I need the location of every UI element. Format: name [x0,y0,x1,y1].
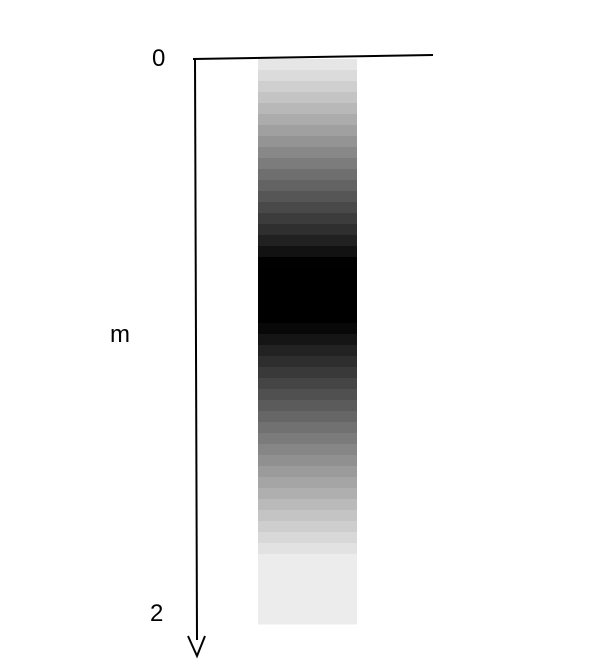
band-stripe [258,499,357,511]
band-stripe [258,312,357,324]
band-stripe [258,59,357,71]
arrow-down-icon [187,635,206,659]
band-stripe [258,323,357,335]
band-stripe [258,268,357,280]
band-stripe [258,576,357,588]
band-stripe [258,521,357,533]
band-stripe [258,70,357,82]
band-stripe [258,620,357,625]
band-stripe [258,488,357,500]
band-stripe [258,158,357,170]
band-stripe [258,202,357,214]
band-stripe [258,356,357,368]
band-stripe [258,532,357,544]
axis-top-value: 0 [152,45,165,72]
band-stripe [258,334,357,346]
band-stripe [258,411,357,423]
band-stripe [258,92,357,104]
band-stripe [258,378,357,390]
band-stripe [258,422,357,434]
band-stripe [258,477,357,489]
band-stripe [258,587,357,599]
band-stripe [258,81,357,93]
band-stripe [258,114,357,126]
band-stripe [258,466,357,478]
vertical-axis-line [194,57,198,641]
band-stripe [258,598,357,610]
band-stripe [258,224,357,236]
band-stripe [258,609,357,621]
band-stripe [258,169,357,181]
axis-label: m [110,321,130,348]
band-stripe [258,147,357,159]
band-stripe [258,136,357,148]
band-stripe [258,389,357,401]
band-stripe [258,257,357,269]
band-stripe [258,455,357,467]
band-stripe [258,213,357,225]
band-stripe [258,301,357,313]
band-stripe [258,444,357,456]
band-stripe [258,246,357,258]
band-stripe [258,433,357,445]
gradient-band [258,59,357,625]
band-stripe [258,235,357,247]
top-line [192,54,434,60]
band-stripe [258,345,357,357]
band-stripe [258,290,357,302]
band-stripe [258,103,357,115]
axis-bottom-value: 2 [150,600,163,627]
band-stripe [258,191,357,203]
band-stripe [258,279,357,291]
band-stripe [258,543,357,555]
band-stripe [258,565,357,577]
band-stripe [258,367,357,379]
band-stripe [258,180,357,192]
band-stripe [258,554,357,566]
band-stripe [258,400,357,412]
band-stripe [258,510,357,522]
band-stripe [258,125,357,137]
